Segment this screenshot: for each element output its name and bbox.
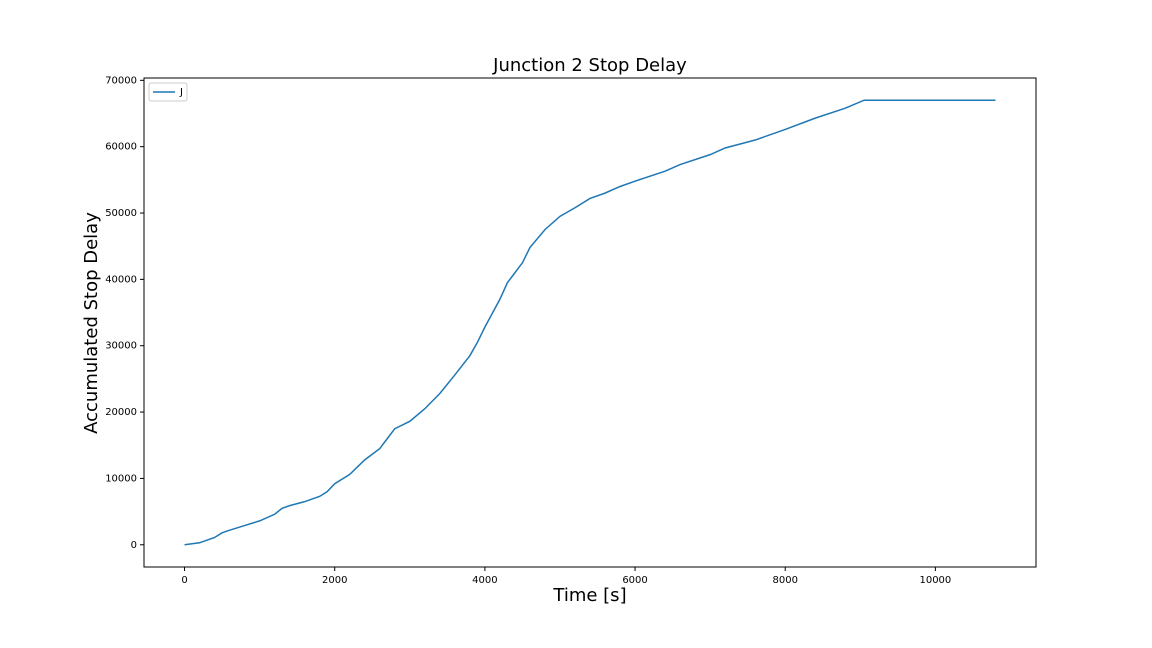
x-tick-label: 2000 <box>322 575 347 586</box>
y-tick-label: 50000 <box>105 208 137 219</box>
x-axis-label: Time [s] <box>552 585 626 606</box>
y-axis-label: Accumulated Stop Delay <box>81 212 102 434</box>
x-tick-label: 10000 <box>919 575 951 586</box>
line-series <box>184 99 996 546</box>
y-tick-label: 40000 <box>105 274 137 285</box>
y-tick-label: 60000 <box>105 142 137 153</box>
x-tick-label: 0 <box>181 575 187 586</box>
x-tick-label: 4000 <box>472 575 497 586</box>
y-tick-label: 10000 <box>105 473 137 484</box>
legend-label: J <box>179 87 183 98</box>
y-tick-label: 0 <box>131 540 137 551</box>
chart-title: Junction 2 Stop Delay <box>492 55 687 76</box>
y-tick-label: 70000 <box>105 75 137 86</box>
plot-frame <box>143 77 1037 568</box>
y-tick-label: 20000 <box>105 407 137 418</box>
x-tick-label: 6000 <box>622 575 647 586</box>
legend: J <box>148 82 188 102</box>
y-tick-label: 30000 <box>105 341 137 352</box>
x-tick-label: 8000 <box>772 575 797 586</box>
